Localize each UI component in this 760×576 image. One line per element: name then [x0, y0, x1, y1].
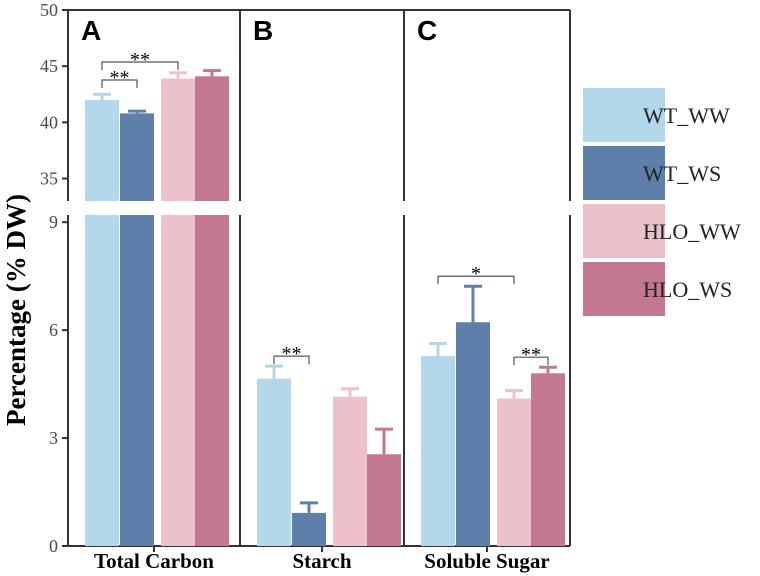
chart-axes: 35 40 45 50 0 3 6 9 Total Carbon Starch Soluble Su…	[40, 0, 550, 573]
y-tick-label: 45	[40, 56, 58, 76]
bar-starch-hlo_ws	[367, 454, 401, 546]
legend-swatch-wt_ws	[583, 146, 665, 200]
y-tick-label: 9	[49, 212, 58, 232]
x-category-label: Total Carbon	[94, 549, 214, 573]
bar-total-carbon-wt_ww	[85, 99, 119, 201]
y-tick-label: 3	[49, 428, 58, 448]
legend-label-hlo_ws: HLO_WS	[643, 277, 732, 302]
panel-letter-c: C	[417, 15, 437, 46]
significance-label: **	[130, 49, 150, 71]
x-category-label: Starch	[292, 549, 351, 573]
significance-bracket	[101, 79, 138, 88]
bar-soluble-sugar-wt_ws	[456, 322, 490, 546]
bar-total-carbon-hlo_ws	[195, 76, 229, 201]
significance-label: *	[471, 263, 481, 285]
legend-swatch-hlo_ww	[583, 204, 665, 258]
panel-letter-a: A	[81, 15, 101, 46]
y-tick-label: 0	[49, 536, 58, 556]
bar-total-carbon-hlo_ww-lower	[161, 215, 195, 546]
significance-bracket	[437, 275, 515, 285]
significance-label: **	[521, 344, 541, 366]
y-tick-label: 50	[40, 0, 58, 20]
significance-bracket	[273, 355, 310, 365]
bar-total-carbon-wt_ws-lower	[120, 215, 154, 546]
legend-label-wt_ws: WT_WS	[643, 161, 721, 186]
bar-total-carbon-wt_ww-lower	[85, 215, 119, 546]
x-category-label: Soluble Sugar	[424, 549, 549, 573]
legend-swatch-wt_ww	[583, 88, 665, 142]
bar-soluble-sugar-hlo_ws	[531, 373, 565, 546]
legend-label-wt_ww: WT_WW	[643, 103, 730, 128]
significance-label: **	[282, 343, 302, 365]
significance-bracket	[513, 356, 549, 366]
bar-starch-wt_ws	[292, 512, 326, 546]
chart-panel-labels: A B C	[81, 15, 437, 46]
y-tick-label: 6	[49, 320, 58, 340]
significance-bracket	[101, 61, 179, 70]
y-tick-label: 35	[40, 169, 58, 189]
bar-soluble-sugar-wt_ww	[421, 356, 455, 546]
chart-bars	[85, 69, 565, 546]
y-tick-label: 40	[40, 112, 58, 132]
y-axis-label: Percentage (% DW)	[1, 194, 31, 426]
chart-significance: *********	[101, 49, 549, 366]
legend-label-hlo_ww: HLO_WW	[643, 219, 741, 244]
bar-starch-hlo_ww	[333, 396, 367, 546]
bar-starch-wt_ww	[257, 378, 291, 546]
panel-letter-b: B	[253, 15, 273, 46]
significance-label: **	[110, 67, 130, 89]
legend-swatch-hlo_ws	[583, 262, 665, 316]
bar-soluble-sugar-hlo_ww	[497, 398, 531, 546]
bar-total-carbon-hlo_ww	[161, 78, 195, 201]
bar-total-carbon-wt_ws	[120, 113, 154, 201]
bar-total-carbon-hlo_ws-lower	[195, 215, 229, 546]
legend: WT_WW WT_WS HLO_WW HLO_WS	[583, 88, 741, 316]
